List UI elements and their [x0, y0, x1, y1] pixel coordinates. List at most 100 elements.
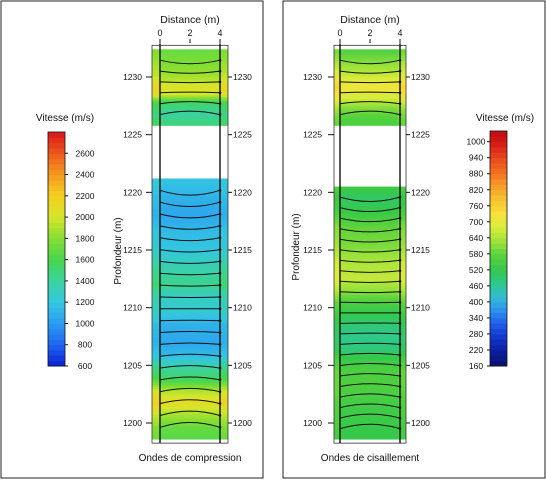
velocity-cell	[334, 121, 341, 124]
velocity-cell	[220, 336, 228, 340]
colorbar-band	[48, 179, 65, 186]
velocity-cell	[160, 304, 220, 308]
y-tick-label: 1210	[303, 303, 322, 313]
colorbar-band	[490, 189, 507, 196]
colorbar-band	[48, 190, 65, 197]
velocity-cell	[398, 77, 406, 80]
velocity-cell	[220, 214, 228, 217]
velocity-cell	[160, 234, 220, 238]
velocity-cell	[341, 286, 398, 290]
velocity-cell	[398, 53, 406, 56]
velocity-cell	[341, 294, 398, 298]
colorbar-band	[48, 334, 65, 340]
velocity-cell	[341, 435, 398, 438]
velocity-cell	[334, 200, 341, 203]
raypath	[339, 383, 401, 387]
colorbar-tick-label: 1400	[76, 276, 95, 286]
colorbar-band	[48, 153, 65, 160]
velocity-cell	[152, 79, 160, 82]
velocity-cell	[341, 61, 398, 64]
velocity-cell	[152, 224, 160, 228]
velocity-cell	[341, 226, 398, 230]
y-tick-label: 1210	[411, 303, 430, 313]
velocity-cell	[152, 178, 160, 181]
velocity-cell	[398, 306, 406, 310]
velocity-cell	[341, 324, 398, 328]
velocity-cell	[398, 395, 406, 398]
velocity-cell	[398, 322, 406, 326]
velocity-cell	[220, 250, 228, 254]
velocity-cell	[220, 240, 228, 244]
colorbar-band	[490, 200, 507, 207]
velocity-cell	[160, 302, 220, 306]
velocity-cell	[220, 107, 228, 110]
velocity-cell	[160, 437, 220, 440]
velocity-cell	[160, 322, 220, 326]
velocity-cell	[160, 77, 220, 80]
raypath	[339, 217, 401, 223]
velocity-cell	[220, 308, 228, 312]
y-tick-label: 1225	[123, 130, 142, 140]
velocity-cell	[152, 272, 160, 276]
velocity-cell	[152, 69, 160, 72]
velocity-cell	[220, 85, 228, 88]
velocity-cell	[220, 99, 228, 102]
velocity-cell	[220, 431, 228, 434]
velocity-cell	[160, 334, 220, 338]
velocity-cell	[152, 356, 160, 360]
colorbar-band	[490, 317, 507, 324]
velocity-cell	[398, 236, 406, 240]
velocity-cell	[398, 304, 406, 308]
raypath	[159, 376, 221, 381]
velocity-cell	[341, 300, 398, 304]
velocity-cell	[341, 59, 398, 62]
velocity-cell	[160, 71, 220, 74]
velocity-cell	[341, 433, 398, 436]
velocity-cell	[160, 254, 220, 258]
velocity-cell	[341, 391, 398, 394]
raypath	[159, 249, 221, 253]
velocity-cell	[398, 292, 406, 296]
velocity-cell	[160, 364, 220, 368]
velocity-cell	[160, 246, 220, 250]
velocity-cell	[220, 57, 228, 60]
velocity-cell	[220, 69, 228, 72]
velocity-cell	[334, 55, 341, 58]
velocity-cell	[152, 49, 160, 52]
velocity-cell	[152, 389, 160, 392]
velocity-cell	[334, 411, 341, 414]
velocity-cell	[341, 85, 398, 88]
velocity-cell	[152, 282, 160, 286]
raypath	[159, 319, 221, 322]
velocity-cell	[160, 262, 220, 266]
velocity-cell	[160, 105, 220, 108]
velocity-cell	[341, 425, 398, 428]
velocity-cell	[341, 312, 398, 316]
velocity-cell	[152, 230, 160, 234]
velocity-cell	[220, 113, 228, 116]
velocity-cell	[160, 376, 220, 380]
velocity-cell	[334, 375, 341, 378]
velocity-cell	[398, 270, 406, 274]
velocity-cell	[152, 338, 160, 342]
velocity-cell	[398, 318, 406, 322]
velocity-cell	[398, 61, 406, 64]
velocity-cell	[152, 316, 160, 320]
velocity-cell	[160, 383, 220, 386]
velocity-cell	[152, 395, 160, 398]
velocity-cell	[152, 403, 160, 406]
raypath	[339, 423, 401, 430]
raypath	[339, 363, 401, 366]
velocity-cell	[160, 196, 220, 199]
velocity-cell	[341, 55, 398, 58]
velocity-cell	[152, 399, 160, 402]
velocity-cell	[152, 354, 160, 358]
raypath	[339, 91, 401, 94]
velocity-cell	[152, 59, 160, 62]
velocity-cell	[398, 296, 406, 300]
velocity-cell	[398, 107, 406, 110]
velocity-cell	[152, 425, 160, 428]
velocity-cell	[341, 401, 398, 404]
velocity-cell	[160, 97, 220, 100]
raypath	[159, 189, 221, 196]
